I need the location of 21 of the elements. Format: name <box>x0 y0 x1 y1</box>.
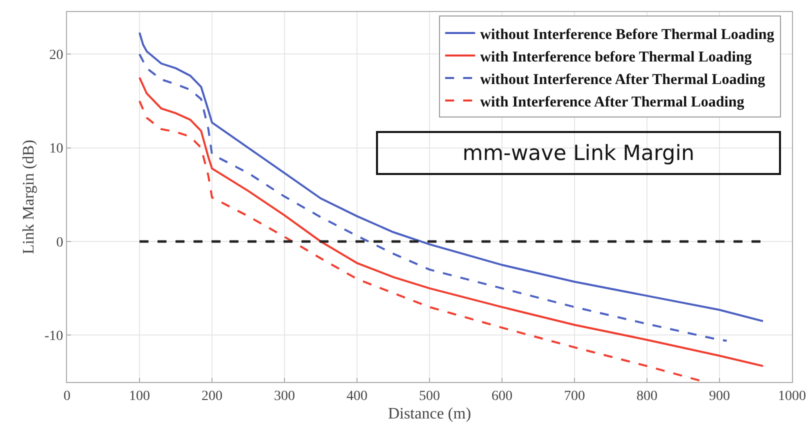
x-tick-label: 700 <box>564 388 585 404</box>
y-tick-label: 20 <box>49 48 64 64</box>
legend-label: with Interference After Thermal Loading <box>480 94 745 110</box>
x-axis-title: Distance (m) <box>388 406 472 422</box>
x-tick-label: 600 <box>492 388 512 404</box>
x-tick-label: 200 <box>202 388 222 404</box>
legend-label: without Interference Before Thermal Loading <box>480 26 775 43</box>
x-tick-label: 400 <box>346 388 368 404</box>
x-tick-label: 1000 <box>778 388 806 404</box>
legend-label: with Interference before Thermal Loading <box>480 49 752 66</box>
x-tick-label: 900 <box>709 388 730 404</box>
y-tick-label: -10 <box>44 329 64 344</box>
x-tick-label: 800 <box>636 388 658 404</box>
x-tick-label: 300 <box>274 388 295 404</box>
legend-label: without Interference After Thermal Loading <box>480 72 766 88</box>
y-axis-title: Link Margin (dB) <box>20 140 38 254</box>
annotation: mm-wave Link Margin <box>462 141 694 165</box>
x-tick-label: 100 <box>129 388 150 404</box>
y-tick-label: 0 <box>56 235 64 250</box>
y-tick-label: 10 <box>49 142 64 157</box>
x-tick-label: 500 <box>419 388 440 404</box>
